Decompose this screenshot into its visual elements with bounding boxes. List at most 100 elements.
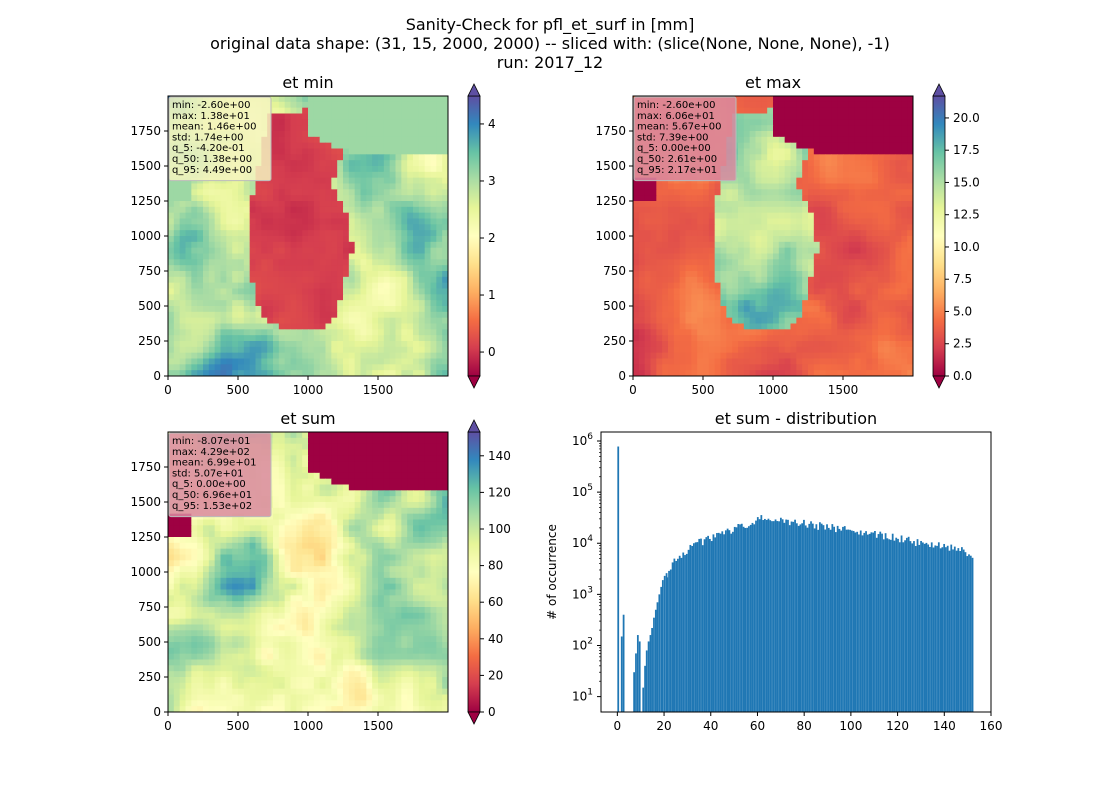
x-tick-label: 500 bbox=[227, 719, 250, 733]
histogram-bar bbox=[953, 546, 956, 712]
y-tick-label: 1750 bbox=[130, 124, 161, 138]
x-tick-label: 40 bbox=[703, 719, 718, 733]
stats-line: max: 6.06e+01 bbox=[637, 111, 715, 122]
x-tick-label: 1500 bbox=[828, 383, 859, 397]
stats-line: q_5: -4.20e-01 bbox=[172, 143, 245, 154]
histogram-bar bbox=[654, 609, 657, 712]
histogram-bar bbox=[914, 546, 917, 712]
y-tick-base: 10 bbox=[572, 434, 587, 448]
histogram-bar bbox=[797, 525, 800, 712]
y-tick-label: 1000 bbox=[595, 229, 626, 243]
histogram-bar bbox=[845, 529, 848, 712]
histogram-bar bbox=[843, 526, 846, 712]
y-tick-base: 10 bbox=[572, 638, 587, 652]
histogram-bar bbox=[765, 519, 768, 712]
colorbar-tick-label: 0 bbox=[488, 705, 496, 719]
histogram-bar bbox=[817, 529, 820, 712]
colorbar-tick-label: 80 bbox=[488, 559, 503, 573]
heatmap-panel-1: et max 0 500 1000 1500 0 250 500 750 1000 1250 1500… bbox=[595, 73, 979, 397]
colorbar-extend-min bbox=[932, 375, 946, 389]
x-tick-label: 140 bbox=[933, 719, 956, 733]
histogram-bar bbox=[893, 540, 896, 712]
y-axis: 0 250 500 750 1000 1250 1500 1750 bbox=[130, 460, 168, 719]
histogram-bar bbox=[819, 522, 821, 712]
histogram-bar bbox=[677, 558, 679, 712]
histogram-bar bbox=[900, 535, 903, 712]
histogram-bar bbox=[755, 520, 757, 712]
histogram-bar bbox=[884, 533, 887, 712]
stats-line: q_50: 6.96e+01 bbox=[172, 490, 252, 501]
colorbar-tick-label: 20.0 bbox=[953, 111, 980, 125]
histogram-bar bbox=[682, 552, 685, 712]
histogram-bar bbox=[969, 555, 972, 712]
histogram-bar bbox=[779, 517, 782, 712]
histogram-bar bbox=[776, 521, 779, 712]
histogram-bar bbox=[945, 547, 947, 712]
histogram-bar bbox=[617, 446, 620, 712]
histogram-bar bbox=[678, 555, 681, 712]
y-tick-label: 1750 bbox=[130, 460, 161, 474]
histogram-bar bbox=[758, 519, 761, 712]
stats-line: q_95: 4.49e+00 bbox=[172, 165, 252, 176]
axes-frame bbox=[600, 431, 992, 713]
histogram-bar bbox=[811, 523, 814, 712]
colorbar-tick-label: 15.0 bbox=[953, 175, 980, 189]
histogram-bar bbox=[952, 549, 954, 712]
colorbar-tick-label: 140 bbox=[488, 449, 511, 463]
stats-line: mean: 1.46e+00 bbox=[172, 122, 256, 133]
histogram-bar bbox=[930, 542, 933, 712]
histogram-bar bbox=[712, 534, 715, 712]
x-tick-label: 1000 bbox=[293, 719, 324, 733]
histogram-bar bbox=[771, 521, 773, 712]
y-tick-base: 10 bbox=[572, 690, 587, 704]
histogram-bar bbox=[716, 533, 718, 712]
colorbar-gradient bbox=[467, 431, 481, 713]
histogram-bar bbox=[742, 526, 745, 712]
x-axis: 0 500 1000 1500 bbox=[629, 376, 858, 397]
histogram-bar bbox=[810, 521, 812, 712]
colorbar-tick-label: 5.0 bbox=[953, 304, 972, 318]
histogram-bar bbox=[936, 545, 938, 712]
histogram-bar bbox=[827, 527, 830, 712]
stats-line: q_5: 0.00e+00 bbox=[172, 479, 246, 490]
y-tick-label: 750 bbox=[138, 600, 161, 614]
histogram-bar bbox=[913, 541, 915, 712]
x-tick-label: 0 bbox=[164, 719, 172, 733]
histogram-bar bbox=[636, 635, 639, 712]
histogram-bar bbox=[756, 517, 759, 712]
y-tick-label: 1500 bbox=[130, 159, 161, 173]
colorbar-tick-label: 100 bbox=[488, 522, 511, 536]
stats-line: q_95: 2.17e+01 bbox=[637, 165, 717, 176]
y-axis-label: # of occurrence bbox=[545, 524, 559, 620]
histogram-bar bbox=[635, 653, 637, 712]
y-tick-label: 500 bbox=[603, 299, 626, 313]
histogram-bar bbox=[831, 524, 834, 712]
stats-line: max: 4.29e+02 bbox=[172, 447, 250, 458]
suptitle-line-2: run: 2017_12 bbox=[497, 53, 603, 73]
histogram-panel: et sum - distribution 0 20 40 60 80 100 120 140 1… bbox=[545, 409, 1002, 733]
histogram-bar bbox=[925, 542, 928, 712]
colorbar-extend-min bbox=[467, 375, 481, 389]
colorbar-extend-max bbox=[467, 419, 481, 433]
histogram-bar bbox=[733, 526, 736, 712]
colorbar-tick-label: 120 bbox=[488, 485, 511, 499]
histogram-bar bbox=[815, 524, 818, 712]
colorbar-extend-max bbox=[932, 83, 946, 97]
y-tick-label: 1250 bbox=[130, 194, 161, 208]
histogram-bar bbox=[693, 543, 695, 712]
colorbar-tick-label: 2.5 bbox=[953, 337, 972, 351]
stats-line: min: -2.60e+00 bbox=[637, 100, 716, 111]
colorbar-tick-label: 4 bbox=[488, 117, 496, 131]
y-tick-exponent: 3 bbox=[587, 585, 593, 595]
histogram-bar bbox=[950, 544, 953, 712]
y-tick-label: 1000 bbox=[130, 229, 161, 243]
y-tick-label: 1000 bbox=[130, 565, 161, 579]
histogram-bar bbox=[838, 528, 841, 712]
histogram-bar bbox=[642, 687, 645, 712]
histogram-bar bbox=[920, 540, 922, 712]
heatmap-field bbox=[633, 96, 914, 377]
histogram-bar bbox=[820, 523, 823, 712]
histogram-bar bbox=[879, 531, 882, 712]
histogram-bar bbox=[877, 534, 880, 712]
